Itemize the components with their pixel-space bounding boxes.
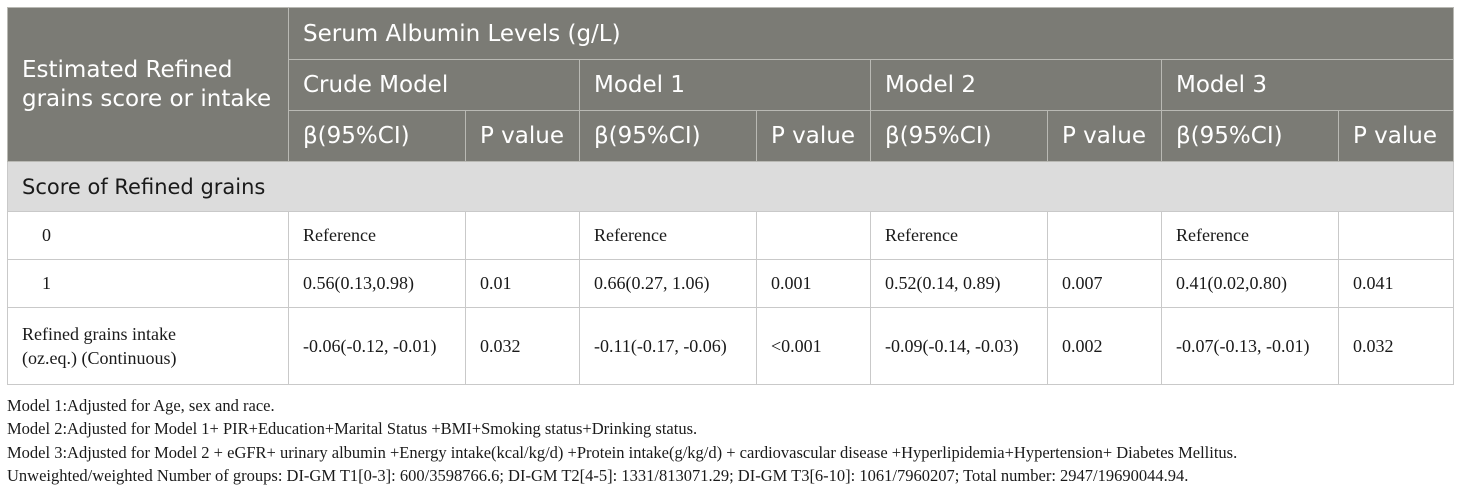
beta-header: β(95%CI)	[288, 110, 466, 162]
p-cell: 0.007	[1047, 259, 1162, 308]
p-cell: 0.041	[1337, 259, 1455, 308]
beta-header: β(95%CI)	[1161, 110, 1339, 162]
table-row: Refined grains intake (oz.eq.) (Continuo…	[7, 307, 1455, 385]
header-row-group: Estimated Refined grains score or intake…	[7, 7, 1455, 162]
row-label-header: Estimated Refined grains score or intake	[7, 7, 289, 162]
beta-cell: Reference	[579, 211, 757, 260]
p-header: P value	[465, 110, 580, 162]
beta-cell: 0.56(0.13,0.98)	[288, 259, 466, 308]
footnote-model-2: Model 2:Adjusted for Model 1+ PIR+Educat…	[7, 419, 698, 439]
section-row: Score of Refined grains	[6, 161, 1455, 212]
row-label-line: (oz.eq.) (Continuous)	[22, 348, 177, 368]
table-row: 0 Reference Reference Reference Referenc…	[7, 211, 1455, 260]
p-cell: 0.032	[465, 307, 580, 385]
beta-header: β(95%CI)	[579, 110, 757, 162]
footnote-model-3: Model 3:Adjusted for Model 2 + eGFR+ uri…	[7, 442, 1238, 462]
model-header-1: Model 1	[579, 59, 871, 111]
row-label: 0	[7, 211, 289, 260]
header-row-models: Crude Model Model 1 Model 2 Model 3	[8, 59, 1455, 111]
row-label: Refined grains intake (oz.eq.) (Continuo…	[7, 307, 289, 385]
beta-cell: -0.09(-0.14, -0.03)	[870, 307, 1048, 385]
results-table: Estimated Refined grains score or intake…	[6, 7, 1455, 385]
table-row: 1 0.56(0.13,0.98) 0.01 0.66(0.27, 1.06) …	[7, 259, 1455, 308]
row-label-line: Refined grains intake	[22, 324, 176, 344]
p-cell: 0.01	[465, 259, 580, 308]
footnotes: Model 1:Adjusted for Age, sex and race. …	[7, 394, 1453, 488]
beta-cell: -0.06(-0.12, -0.01)	[288, 307, 466, 385]
p-cell	[1047, 211, 1162, 260]
footnote-model-1: Model 1:Adjusted for Age, sex and race.	[7, 396, 275, 415]
model-header-crude: Crude Model	[288, 59, 580, 111]
footnote-group-counts: Unweighted/weighted Number of groups: DI…	[7, 466, 1189, 486]
p-header: P value	[756, 110, 871, 162]
beta-cell: 0.52(0.14, 0.89)	[870, 259, 1048, 308]
beta-cell: 0.41(0.02,0.80)	[1161, 259, 1339, 308]
p-cell: 0.001	[756, 259, 871, 308]
p-cell: 0.032	[1337, 307, 1455, 385]
row-label: 1	[7, 259, 289, 308]
model-header-3: Model 3	[1160, 59, 1455, 111]
p-header: P value	[1337, 110, 1455, 162]
beta-cell: -0.11(-0.17, -0.06)	[579, 307, 757, 385]
p-cell	[756, 211, 871, 260]
p-cell	[1337, 211, 1455, 260]
p-cell: <0.001	[756, 307, 871, 385]
beta-header: β(95%CI)	[870, 110, 1048, 162]
beta-cell: -0.07(-0.13, -0.01)	[1161, 307, 1339, 385]
p-header: P value	[1047, 110, 1162, 162]
header-row-metrics: β(95%CI) P value β(95%CI) P value β(95%C…	[8, 110, 1455, 162]
beta-cell: Reference	[1161, 211, 1339, 260]
beta-cell: Reference	[870, 211, 1048, 260]
p-cell	[465, 211, 580, 260]
p-cell: 0.002	[1047, 307, 1162, 385]
beta-cell: Reference	[288, 211, 466, 260]
section-title: Score of Refined grains	[6, 161, 1455, 212]
model-header-2: Model 2	[870, 59, 1162, 111]
beta-cell: 0.66(0.27, 1.06)	[579, 259, 757, 308]
group-header: Serum Albumin Levels (g/L)	[287, 7, 1455, 60]
